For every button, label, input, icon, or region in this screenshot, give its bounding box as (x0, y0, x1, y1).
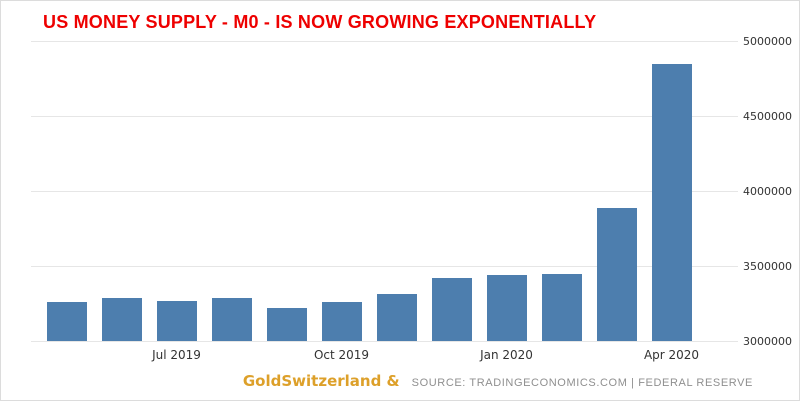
bar (541, 273, 582, 341)
bar (101, 297, 142, 341)
bar (46, 302, 87, 341)
brand-watermark: GoldSwitzerland & (242, 372, 400, 390)
plot-area: 3000000 3500000 4000000 4500000 5000000 Jul 2… (1, 1, 799, 362)
y-axis-label: 5000000 (743, 35, 792, 48)
bar (596, 207, 637, 341)
source-attribution: SOURCE: TRADINGECONOMICS.COM | FEDERAL R… (411, 377, 753, 389)
bar (321, 302, 362, 341)
x-axis-label: Apr 2020 (643, 348, 700, 362)
gridline (31, 116, 738, 117)
x-axis-label: Jan 2020 (480, 348, 533, 362)
chart-title: US MONEY SUPPLY - M0 - IS NOW GROWING EX… (43, 12, 597, 32)
bar (156, 300, 197, 341)
gridline (31, 191, 738, 192)
gridline (31, 341, 738, 342)
y-axis-label: 4500000 (743, 110, 792, 123)
bar (431, 278, 472, 341)
bar (651, 63, 692, 341)
x-axis-label: Jul 2019 (152, 348, 201, 362)
y-axis-label: 3000000 (743, 335, 792, 348)
bar (266, 308, 307, 341)
bar (486, 275, 527, 341)
bar (376, 293, 417, 341)
bar (211, 298, 252, 341)
y-axis-label: 4000000 (743, 185, 792, 198)
gridline (31, 266, 738, 267)
x-axis-label: Oct 2019 (313, 348, 370, 362)
y-axis-label: 3500000 (743, 260, 792, 273)
footer: GoldSwitzerland & SOURCE: TRADINGECONOMI… (1, 372, 753, 390)
gridline (31, 41, 738, 42)
